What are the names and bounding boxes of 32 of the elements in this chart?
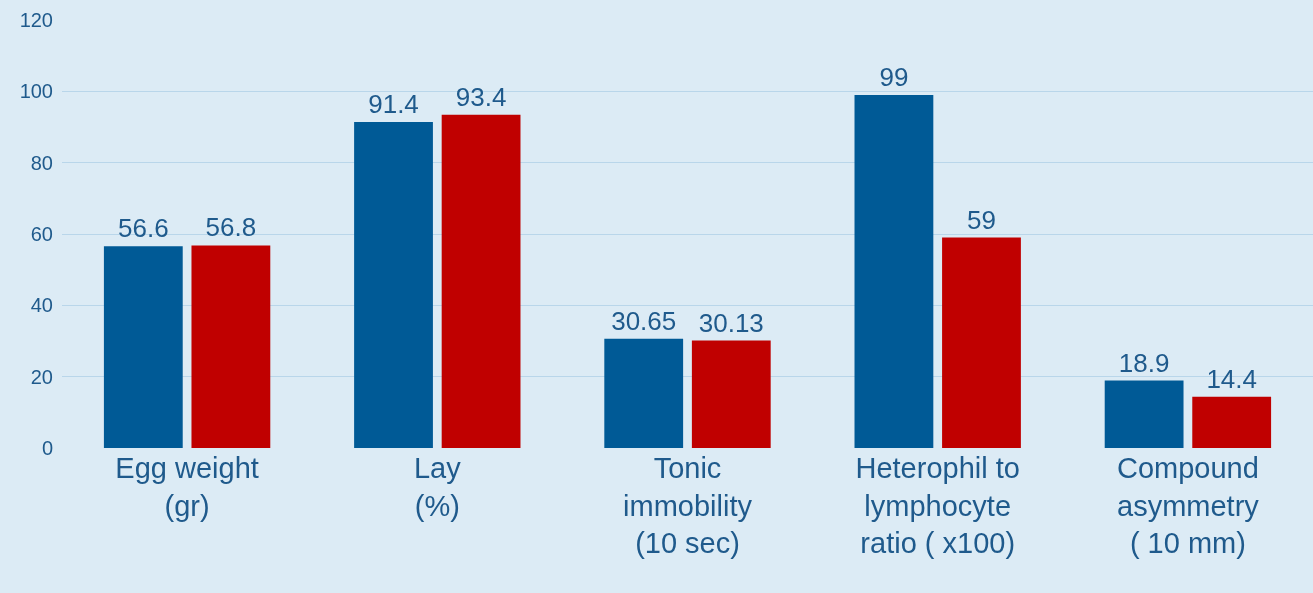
y-tick-label: 0 [41, 437, 53, 459]
data-label: 59 [967, 204, 996, 235]
data-label: 14.4 [1206, 363, 1257, 394]
data-label: 91.4 [368, 89, 419, 120]
y-tick-label: 20 [30, 365, 53, 388]
y-tick-label: 100 [19, 80, 53, 103]
bar [1104, 380, 1184, 448]
bar [1192, 396, 1272, 448]
bar [354, 122, 433, 448]
x-tick-label: Compound asymmetry ( 10 mm) [1116, 452, 1260, 560]
bar [604, 338, 684, 448]
bar [691, 340, 771, 448]
data-label: 18.9 [1118, 347, 1170, 378]
bar [103, 246, 183, 448]
y-tick-label: 80 [30, 151, 53, 174]
data-label: 56.8 [205, 212, 257, 243]
data-label: 99 [879, 61, 909, 92]
bar [441, 114, 521, 448]
y-tick-label: 40 [30, 294, 53, 317]
x-tick-label: Egg weight (gr) [115, 452, 259, 522]
x-tick-label: Tonic immobility (10 sec) [623, 452, 753, 560]
y-tick-label: 120 [19, 9, 53, 31]
data-label: 30.13 [698, 307, 764, 338]
y-tick-label: 60 [30, 223, 53, 245]
bar [191, 245, 271, 448]
data-label: 93.4 [455, 81, 507, 112]
data-label: 30.65 [611, 305, 677, 336]
bar [854, 94, 934, 448]
data-label: 56.6 [118, 213, 169, 244]
x-tick-label: Heterophil to lymphocyte ratio ( x100) [855, 452, 1020, 560]
x-tick-label: Lay (%) [413, 452, 462, 522]
bar [942, 237, 1021, 448]
